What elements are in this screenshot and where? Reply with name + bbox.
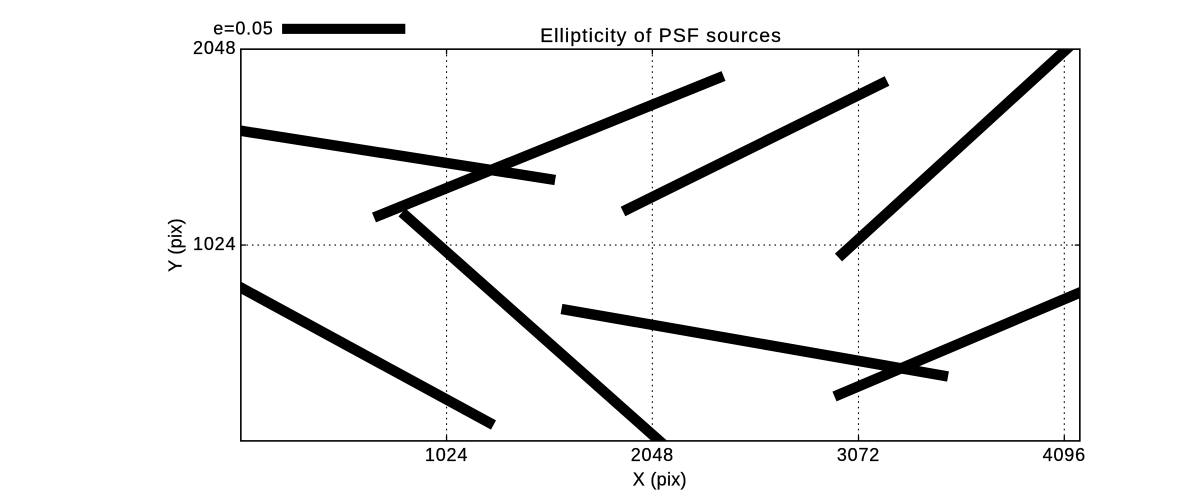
svg-text:2048: 2048: [631, 445, 674, 465]
svg-text:Ellipticity of PSF sources: Ellipticity of PSF sources: [540, 25, 782, 47]
svg-text:2048: 2048: [193, 38, 236, 58]
svg-text:X (pix): X (pix): [633, 469, 687, 489]
svg-text:3072: 3072: [837, 445, 880, 465]
svg-text:1024: 1024: [425, 445, 468, 465]
svg-text:Y (pix): Y (pix): [166, 218, 186, 272]
svg-text:4096: 4096: [1043, 445, 1086, 465]
svg-text:1024: 1024: [193, 234, 236, 254]
svg-text:e=0.05: e=0.05: [213, 19, 273, 39]
